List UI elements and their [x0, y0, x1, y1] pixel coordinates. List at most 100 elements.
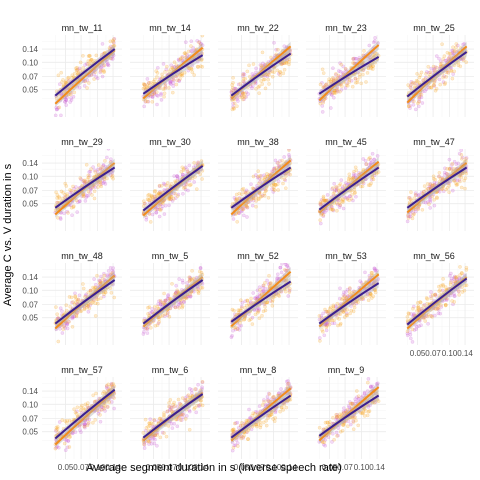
data-point	[348, 194, 352, 199]
data-point	[71, 184, 75, 189]
data-point	[194, 47, 199, 52]
data-point	[285, 399, 289, 404]
data-point	[268, 413, 273, 418]
data-point	[279, 62, 284, 66]
data-point	[245, 430, 249, 435]
data-point	[278, 409, 282, 414]
data-point	[263, 62, 268, 67]
data-point	[102, 69, 106, 74]
data-point	[173, 179, 177, 184]
data-point	[189, 182, 193, 187]
data-point	[143, 326, 148, 331]
data-point	[98, 180, 103, 185]
data-point	[150, 310, 155, 315]
data-point	[343, 308, 347, 313]
data-point	[272, 408, 276, 412]
data-point	[146, 198, 151, 202]
data-point	[173, 291, 178, 296]
data-point	[150, 82, 155, 86]
data-point	[430, 293, 435, 298]
data-point	[196, 59, 200, 64]
data-point	[420, 89, 425, 94]
data-point	[167, 86, 171, 90]
data-point	[98, 70, 103, 75]
data-point	[268, 299, 273, 303]
data-point	[280, 263, 284, 266]
data-point	[324, 321, 329, 325]
data-point	[442, 82, 447, 87]
data-point	[266, 282, 271, 286]
data-point	[371, 54, 376, 59]
data-point	[106, 397, 111, 402]
data-point	[435, 54, 439, 58]
data-point	[152, 91, 156, 96]
data-point	[177, 306, 182, 310]
data-point	[352, 169, 356, 174]
data-point	[346, 424, 350, 429]
data-point	[433, 292, 438, 297]
data-point	[452, 49, 456, 54]
data-point	[157, 192, 162, 196]
data-point	[235, 97, 240, 101]
data-point	[415, 72, 419, 76]
data-point	[332, 188, 337, 193]
data-point	[262, 177, 267, 182]
facet-label: mn_tw_25	[413, 23, 455, 33]
data-point	[197, 403, 201, 408]
data-point	[445, 70, 450, 74]
data-point	[425, 297, 430, 301]
data-point	[463, 176, 468, 181]
data-point	[145, 197, 150, 202]
data-point	[246, 92, 250, 96]
data-point	[110, 268, 114, 273]
data-point	[337, 82, 341, 87]
data-point	[175, 288, 179, 293]
data-point	[436, 304, 441, 308]
data-point	[457, 285, 462, 290]
data-point	[317, 314, 322, 318]
data-point	[440, 42, 444, 46]
data-point	[335, 208, 339, 213]
data-point	[361, 167, 366, 172]
data-point	[153, 433, 158, 438]
data-point	[355, 80, 360, 85]
plot-area	[229, 41, 293, 112]
data-point	[265, 395, 270, 399]
data-point	[190, 393, 195, 398]
data-point	[99, 405, 104, 409]
data-point	[185, 53, 190, 57]
data-point	[323, 322, 327, 327]
data-point	[236, 82, 241, 87]
facet-panel: mn_tw_560.05 0.07 0.10 0.14	[394, 251, 474, 358]
data-point	[99, 290, 104, 295]
data-point	[232, 443, 237, 448]
data-point	[321, 442, 326, 447]
data-point	[432, 183, 436, 188]
data-point	[331, 303, 336, 308]
facet-label: mn_tw_29	[61, 137, 103, 147]
x-tick-label: 0.14	[105, 463, 121, 472]
data-point	[245, 69, 250, 74]
data-point	[408, 85, 413, 89]
data-point	[168, 79, 173, 84]
data-point	[155, 444, 159, 448]
data-point	[286, 266, 291, 270]
data-point	[437, 284, 441, 289]
data-point	[428, 182, 433, 187]
data-point	[164, 196, 168, 201]
data-point	[234, 197, 239, 202]
data-point	[157, 184, 162, 189]
data-point	[370, 400, 375, 405]
data-point	[232, 308, 236, 313]
data-point	[268, 281, 273, 286]
data-point	[373, 287, 378, 292]
data-point	[92, 77, 96, 81]
data-point	[106, 269, 111, 273]
data-point	[354, 299, 359, 304]
data-point	[196, 289, 200, 294]
data-point	[141, 199, 146, 204]
data-point	[67, 418, 72, 423]
data-point	[357, 182, 361, 186]
data-point	[407, 200, 412, 205]
data-point	[346, 416, 350, 421]
